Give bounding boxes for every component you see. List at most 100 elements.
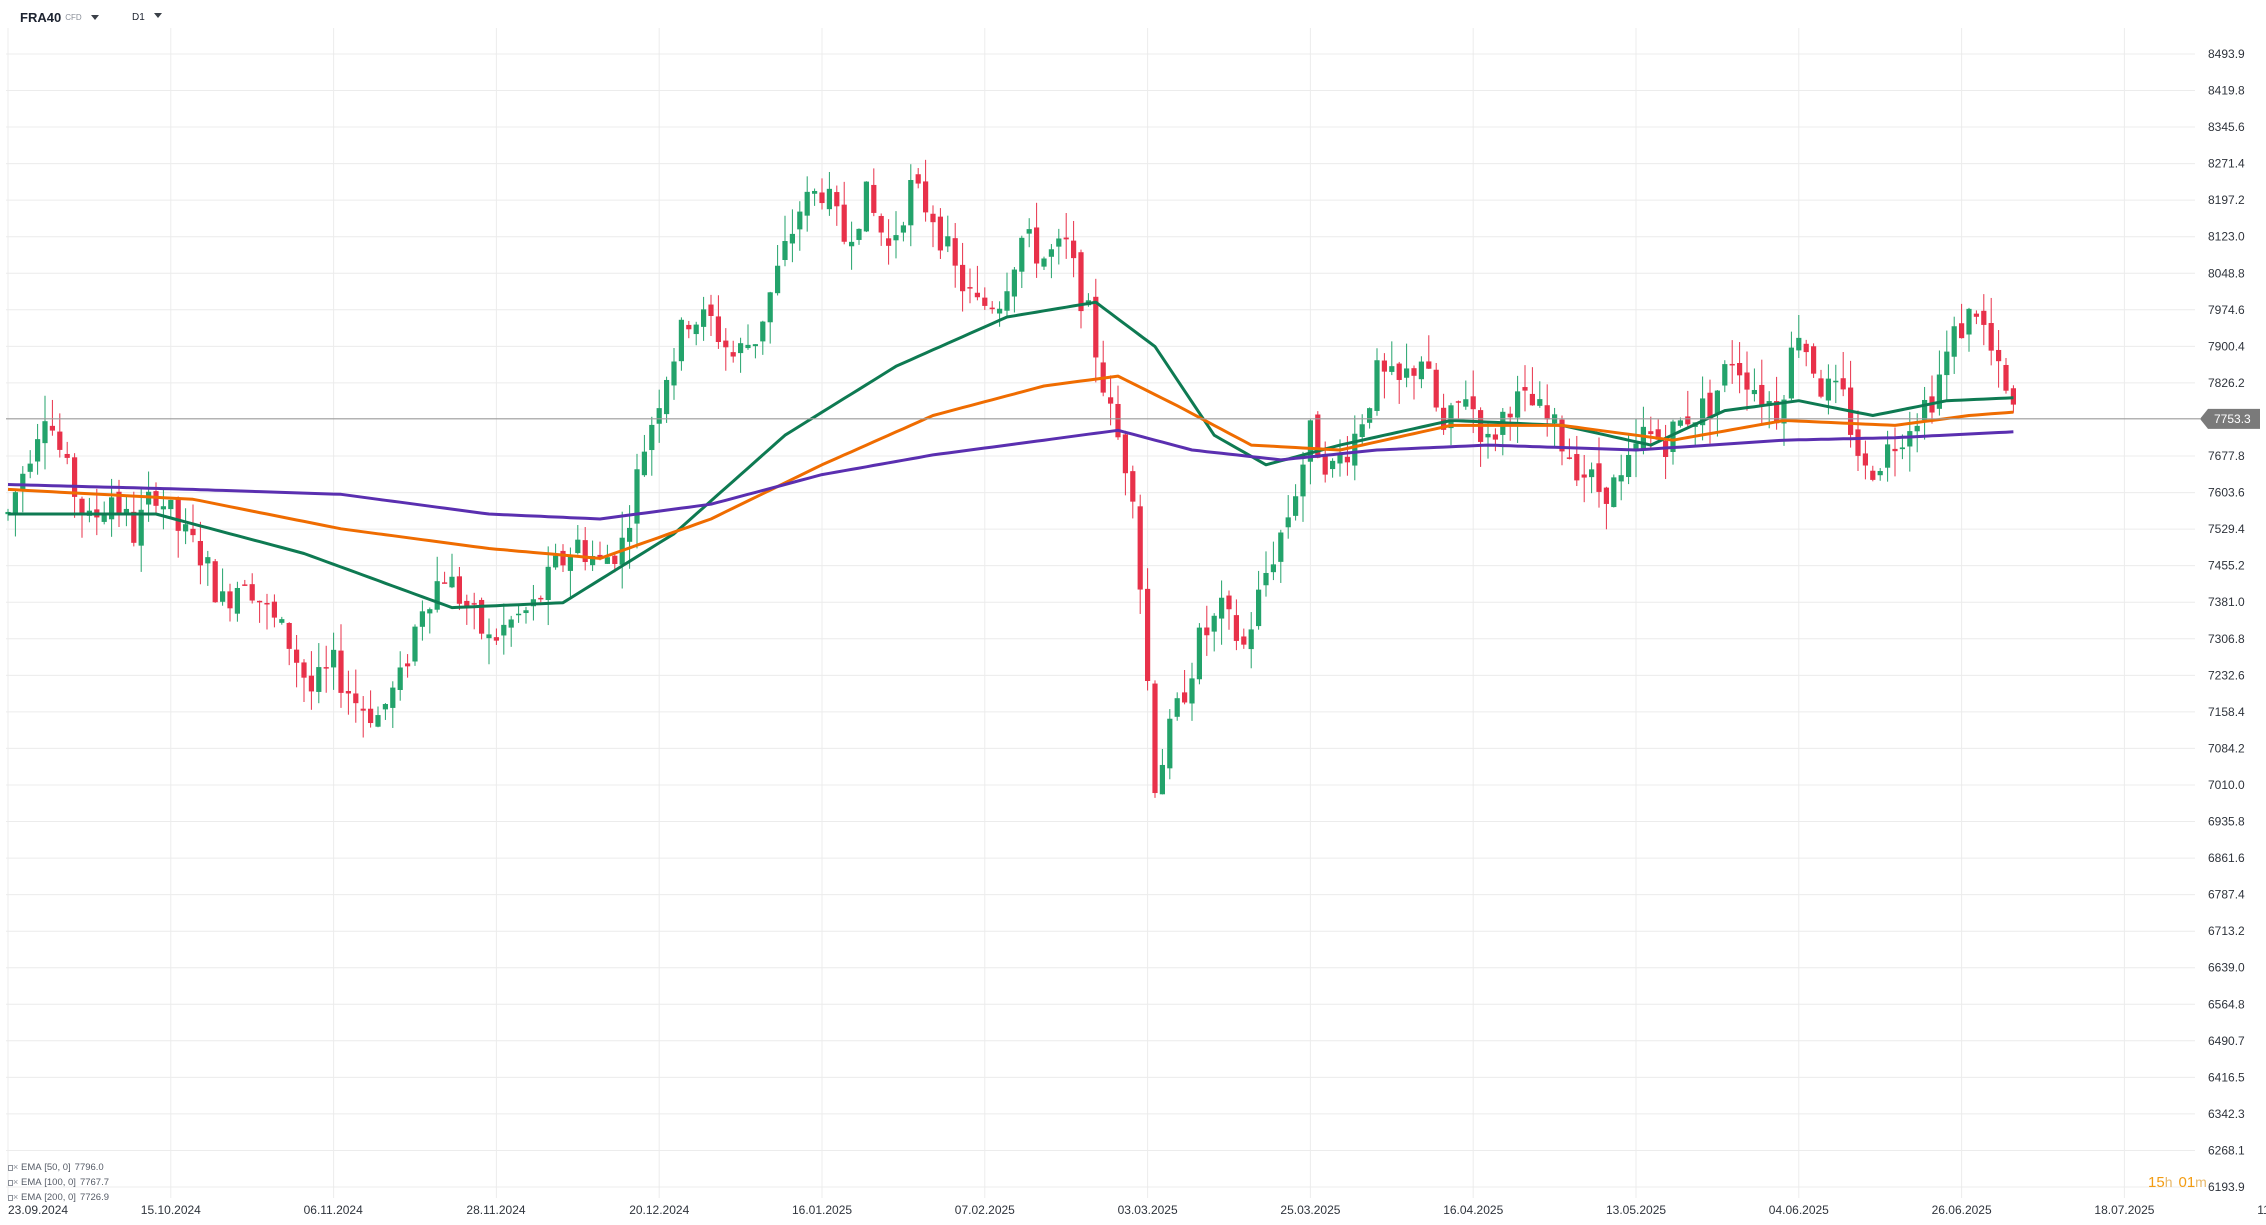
symbol-selector[interactable]: FRA40 CFD xyxy=(20,10,99,25)
candle-bearish xyxy=(368,708,374,724)
legend-value: 7767.7 xyxy=(79,1177,109,1188)
time-axis[interactable]: 23.09.2024 15.10.2024 06.11.2024 28.11.2024… xyxy=(8,1203,2266,1217)
candle-bearish xyxy=(960,264,966,292)
ema-50-line xyxy=(8,300,2014,610)
candle-bearish xyxy=(338,650,344,693)
y-tick-label: 8345.6 xyxy=(2208,120,2245,134)
candle-bearish xyxy=(1892,448,1898,452)
candle-bearish xyxy=(974,292,980,298)
candle-bearish xyxy=(1811,346,1817,374)
candle-bearish xyxy=(1411,368,1417,376)
y-tick-label: 7232.6 xyxy=(2208,668,2245,682)
indicator-settings-icon[interactable] xyxy=(8,1175,18,1190)
candle-bearish xyxy=(1596,463,1602,492)
candle-bullish xyxy=(1781,399,1787,424)
candle-bullish xyxy=(1700,398,1706,426)
current-price-box xyxy=(2200,408,2260,429)
y-tick-label: 6713.2 xyxy=(2208,924,2245,938)
candle-bearish xyxy=(227,591,233,609)
candle-bullish xyxy=(1515,391,1521,418)
candle-bullish xyxy=(12,492,18,513)
candle-bullish xyxy=(390,687,396,708)
candle-bullish xyxy=(553,555,559,568)
candle-bearish xyxy=(405,663,411,667)
candle-bearish xyxy=(1529,393,1535,406)
candle-bullish xyxy=(1825,378,1831,401)
candle-bullish xyxy=(804,191,810,216)
candle-bearish xyxy=(323,667,329,669)
candle-bullish xyxy=(1041,258,1047,267)
x-tick-label: 13.05.2025 xyxy=(1606,1203,1666,1217)
legend-ema-50[interactable]: EMA [50, 0] 7796.0 xyxy=(8,1160,109,1175)
candle-bearish xyxy=(1130,471,1136,502)
candles-layer xyxy=(5,159,2016,798)
candle-bullish xyxy=(908,180,914,226)
candle-bearish xyxy=(1544,405,1550,420)
x-tick-label: 26.06.2025 xyxy=(1932,1203,1992,1217)
candle-bullish xyxy=(412,626,418,662)
candle-bullish xyxy=(205,557,211,564)
candle-bullish xyxy=(849,241,855,247)
candle-bullish xyxy=(1026,229,1032,234)
candle-bullish xyxy=(20,473,26,492)
candle-bullish xyxy=(35,439,41,462)
y-tick-label: 6193.9 xyxy=(2208,1180,2245,1194)
candle-bearish xyxy=(982,297,988,306)
candle-bearish xyxy=(212,561,218,603)
candle-bullish xyxy=(1174,698,1180,717)
x-tick-label: 23.09.2024 xyxy=(8,1203,68,1217)
candle-bearish xyxy=(1152,683,1158,794)
candle-bullish xyxy=(1463,399,1469,407)
indicator-settings-icon[interactable] xyxy=(8,1190,18,1205)
timeframe-selector[interactable]: D1 xyxy=(132,12,162,23)
candle-bullish xyxy=(1359,424,1365,437)
y-tick-label: 7084.2 xyxy=(2208,741,2245,755)
candle-countdown: 15h 01m xyxy=(2148,1174,2213,1191)
candle-bearish xyxy=(1344,456,1350,463)
candle-bullish xyxy=(745,344,751,349)
candle-bearish xyxy=(1233,615,1239,641)
candle-bearish xyxy=(715,316,721,342)
candle-bearish xyxy=(967,287,973,289)
candle-bullish xyxy=(678,319,684,362)
candle-bullish xyxy=(671,361,677,386)
candle-bullish xyxy=(523,610,529,614)
legend-ema-100[interactable]: EMA [100, 0] 7767.7 xyxy=(8,1175,109,1190)
candle-bearish xyxy=(345,691,351,694)
chevron-down-icon[interactable] xyxy=(90,15,99,20)
candle-bullish xyxy=(1189,678,1195,704)
candle-bullish xyxy=(160,506,166,510)
y-tick-label: 7306.8 xyxy=(2208,632,2245,646)
candle-bearish xyxy=(1574,454,1580,481)
candle-bullish xyxy=(701,309,707,327)
candle-bearish xyxy=(257,600,263,603)
candle-bullish xyxy=(738,343,744,354)
chevron-down-icon[interactable] xyxy=(153,13,162,18)
indicator-settings-icon[interactable] xyxy=(8,1160,18,1175)
legend-ema-200[interactable]: EMA [200, 0] 7726.9 xyxy=(8,1190,109,1205)
candle-bullish xyxy=(1248,629,1254,650)
y-tick-label: 7455.2 xyxy=(2208,559,2245,573)
candle-bullish xyxy=(449,576,455,588)
y-tick-label: 7603.6 xyxy=(2208,486,2245,500)
candle-bearish xyxy=(456,576,462,604)
candle-bullish xyxy=(1293,496,1299,516)
candle-bullish xyxy=(138,509,144,546)
candle-bullish xyxy=(1899,447,1905,450)
candle-bearish xyxy=(1433,369,1439,408)
candle-bearish xyxy=(1566,457,1572,459)
price-axis[interactable]: 8493.9 8419.8 8345.6 8271.4 8197.2 8123.0 8048… xyxy=(2208,47,2245,1194)
candle-bearish xyxy=(1470,396,1476,410)
candle-bearish xyxy=(1744,372,1750,390)
candle-bullish xyxy=(567,556,573,571)
candle-bearish xyxy=(915,174,921,184)
x-tick-label: 16.04.2025 xyxy=(1443,1203,1503,1217)
candle-bullish xyxy=(1278,532,1284,562)
candle-bullish xyxy=(1944,351,1950,376)
candle-bullish xyxy=(331,649,337,668)
x-tick-label: 07.02.2025 xyxy=(955,1203,1015,1217)
candle-bearish xyxy=(1603,487,1609,504)
candle-bullish xyxy=(545,566,551,601)
ema-lines-layer xyxy=(7,300,2014,610)
